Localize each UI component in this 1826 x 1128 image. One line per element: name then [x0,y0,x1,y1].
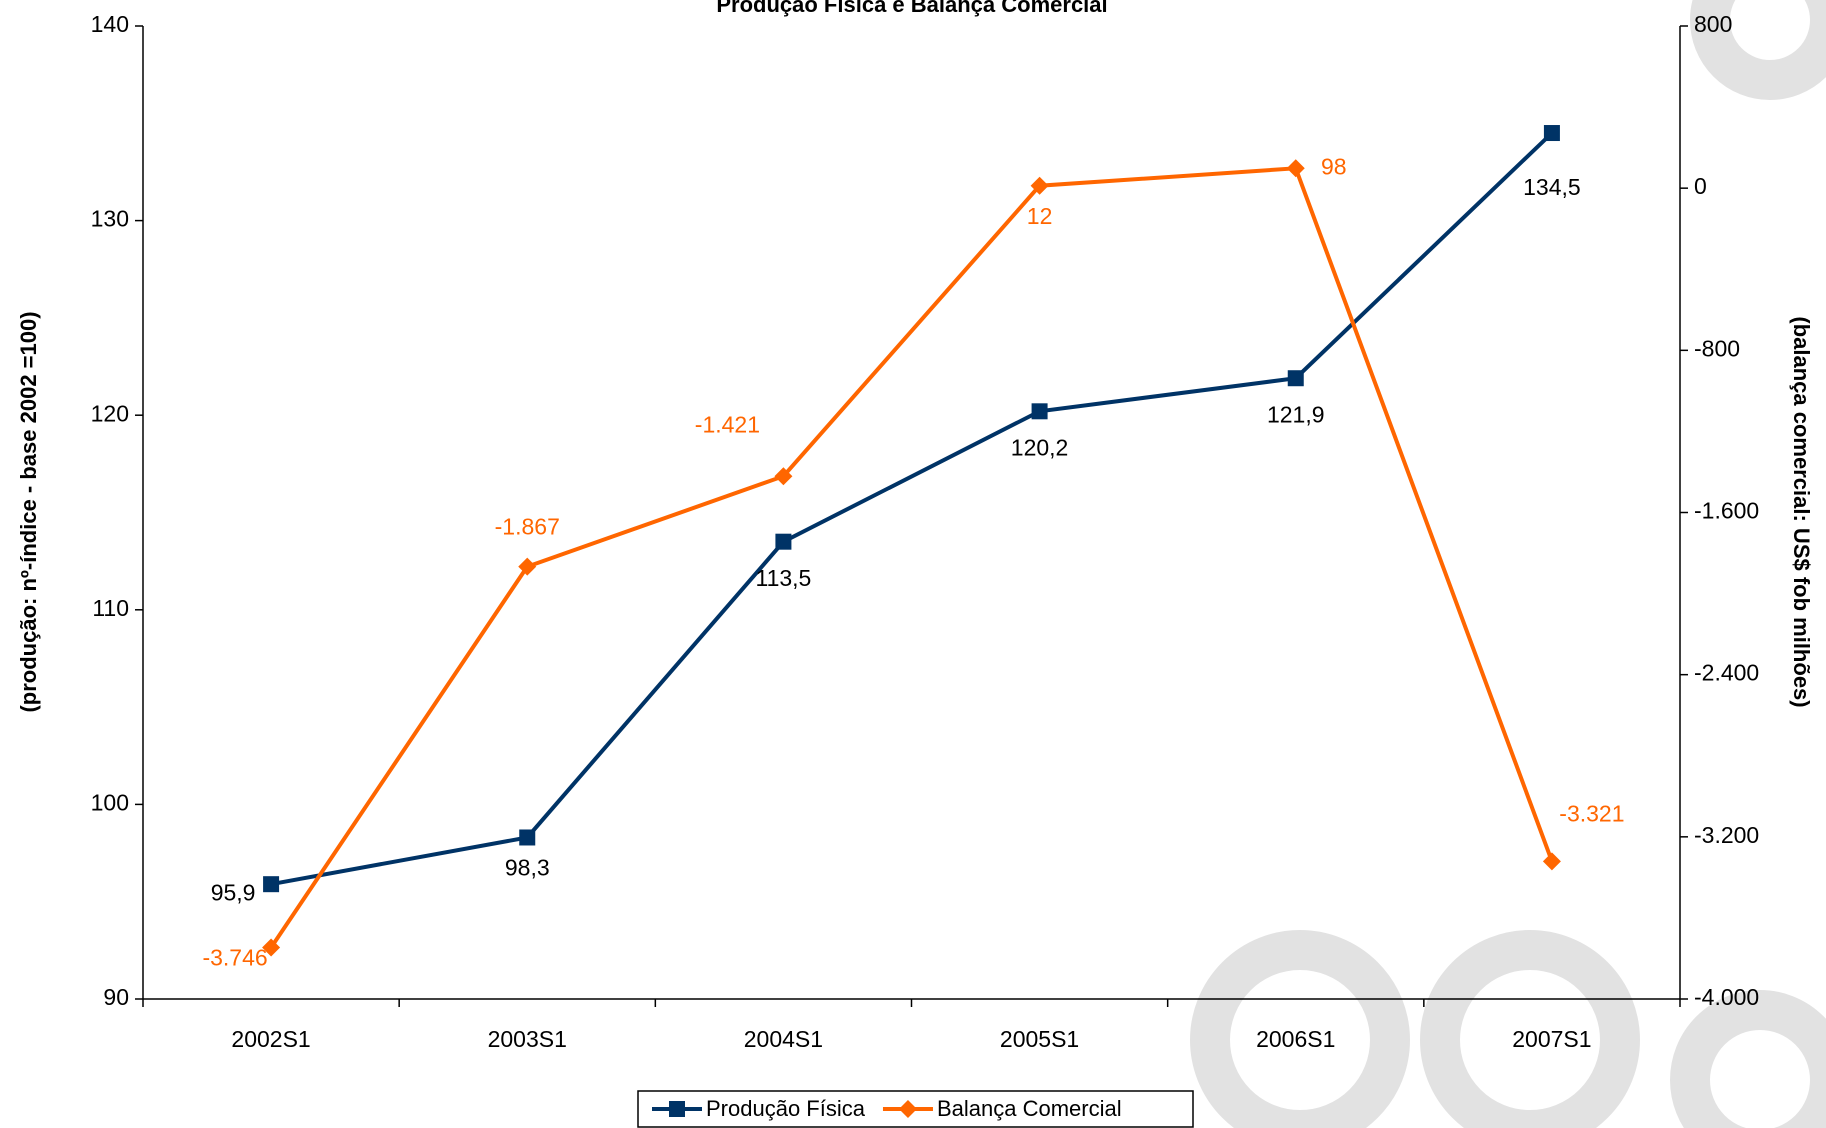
point [518,557,537,576]
y2-tick-label: 0 [1694,173,1707,199]
y2-tick-label: -1.600 [1694,498,1759,524]
y-tick-label: 140 [91,11,129,37]
point [1287,370,1304,387]
point [1542,852,1561,871]
data-label: 113,5 [755,565,811,591]
point [1543,125,1560,142]
point [262,938,281,957]
data-label: 98 [1321,153,1347,179]
x-tick-label: 2004S1 [744,1026,823,1052]
data-label: 120,2 [1011,434,1069,460]
y2-axis-title: (balança comercial: US$ fob milhões) [1789,316,1814,707]
data-label: 12 [1027,203,1053,229]
chart-title: Produção Física e Balança Comercial [716,0,1107,17]
x-tick-label: 2007S1 [1512,1026,1591,1052]
data-label: 95,9 [211,879,256,905]
y-tick-label: 130 [91,206,129,232]
data-label: -3.746 [202,945,267,971]
x-tick-label: 2002S1 [231,1026,310,1052]
legend-label: Produção Física [706,1096,866,1121]
data-label: -1.867 [495,514,560,540]
y2-tick-label: -4.000 [1694,984,1759,1010]
x-tick-label: 2005S1 [1000,1026,1079,1052]
y2-tick-label: -800 [1694,335,1740,361]
point [519,829,536,846]
y-tick-label: 110 [92,595,129,621]
y-tick-label: 100 [91,789,129,815]
y2-tick-label: 800 [1694,11,1732,37]
x-tick-label: 2006S1 [1256,1026,1335,1052]
legend-marker [898,1100,917,1118]
data-label: 98,3 [505,855,550,881]
point [775,533,792,550]
point [263,876,280,893]
y-tick-label: 90 [103,984,129,1010]
data-label: 134,5 [1523,174,1581,200]
point [774,467,793,486]
series-line [269,166,1554,949]
gear [1420,930,1640,1128]
point [1030,176,1049,195]
y2-tick-label: -3.200 [1694,822,1759,848]
y-axis-title: (produção: nº-índice - base 2002 =100) [16,311,41,712]
legend: Produção Física Balança Comercial [637,1090,1194,1128]
decoration [1190,0,1826,1128]
legend-marker [669,1101,685,1117]
gear [1190,930,1410,1128]
point [1031,403,1048,420]
point [1286,159,1305,178]
gear [1690,0,1826,100]
x-tick-label: 2003S1 [488,1026,567,1052]
series-line [270,131,1554,887]
data-label: 121,9 [1267,401,1325,427]
y-tick-label: 120 [91,400,129,426]
data-label: -1.421 [695,411,760,437]
y2-tick-label: -2.400 [1694,660,1759,686]
gear [1670,990,1826,1128]
data-label: -3.321 [1559,800,1624,826]
legend-label: Balança Comercial [937,1096,1122,1121]
